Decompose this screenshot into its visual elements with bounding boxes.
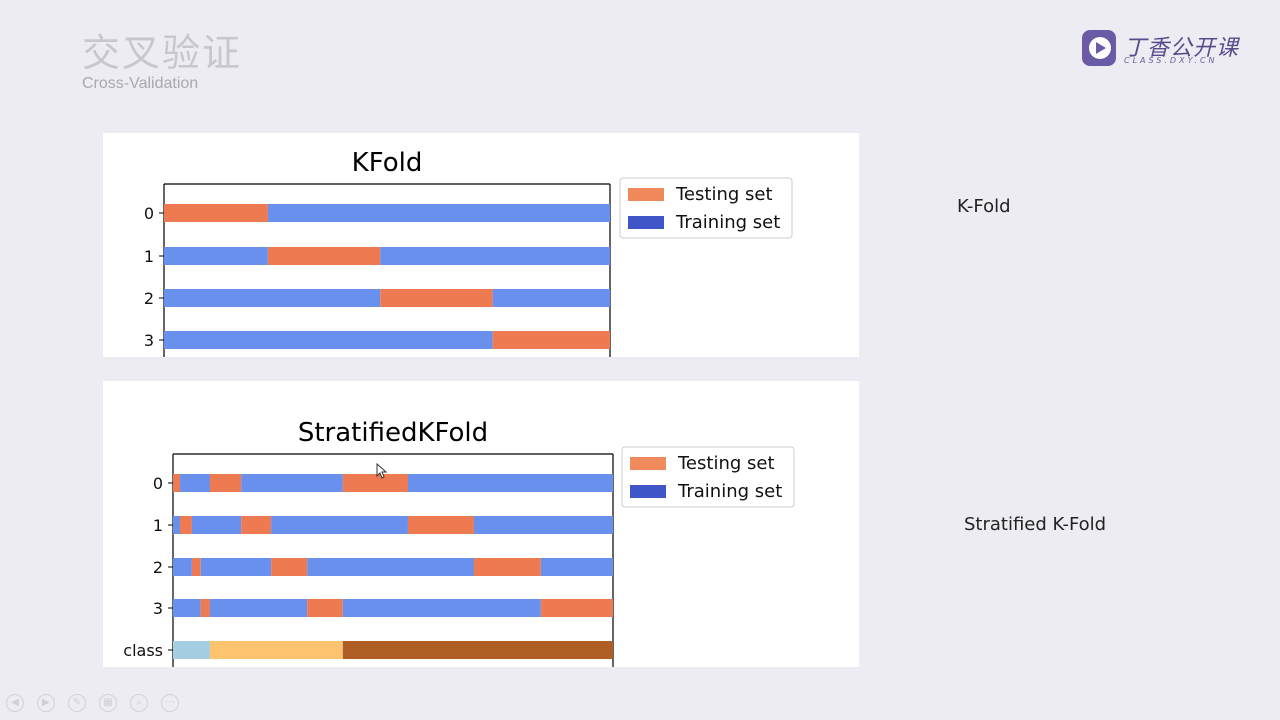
strat-bar-row3-seg3 xyxy=(307,599,343,617)
kfold-bar-row0-seg0 xyxy=(164,204,268,222)
strat-bar-row1-seg3 xyxy=(241,516,272,534)
kfold-bar-row1-seg2 xyxy=(380,247,610,265)
prev-icon[interactable]: ◀ xyxy=(6,694,24,712)
strat-bar-row1-seg6 xyxy=(473,516,613,534)
strat-bar-row1-seg4 xyxy=(271,516,408,534)
strat-bar-row0-seg4 xyxy=(342,474,408,492)
strat-legend-swatch-testing xyxy=(630,457,666,470)
strat-legend-swatch-training xyxy=(630,485,666,498)
brand-logo: 丁香公开课 CLASS.DXY.CN xyxy=(1080,28,1250,72)
strat-bar-rowclass-seg0 xyxy=(173,641,210,659)
stratified-kfold-side-label: Stratified K-Fold xyxy=(964,514,1107,535)
strat-legend-label-testing: Testing set xyxy=(677,453,775,474)
strat-tick-label-class: class xyxy=(123,641,163,660)
logo-url: CLASS.DXY.CN xyxy=(1124,56,1218,65)
strat-bar-row2-seg3 xyxy=(271,558,308,576)
kfold-bar-row1-seg0 xyxy=(164,247,268,265)
strat-bar-row1-seg1 xyxy=(180,516,192,534)
strat-tick-label-2: 2 xyxy=(153,558,163,577)
kfold-bar-row3-seg1 xyxy=(492,331,610,349)
strat-bar-row2-seg6 xyxy=(540,558,613,576)
kfold-bar-row3-seg0 xyxy=(164,331,493,349)
strat-tick-label-3: 3 xyxy=(153,599,163,618)
strat-bar-row3-seg4 xyxy=(342,599,541,617)
strat-bar-row0-seg2 xyxy=(209,474,242,492)
kfold-bar-row2-seg2 xyxy=(492,289,610,307)
strat-tick-label-0: 0 xyxy=(153,474,163,493)
kfold-chart: KFold 0 1 2 3 Testing set Training set xyxy=(144,148,793,357)
stratified-kfold-chart: StratifiedKFold 0 1 2 3 class Testing set Train… xyxy=(123,418,795,667)
slides-icon[interactable]: ▦ xyxy=(99,694,117,712)
kfold-tick-label-0: 0 xyxy=(144,204,154,223)
strat-bar-row2-seg1 xyxy=(191,558,201,576)
strat-bar-row3-seg5 xyxy=(540,599,613,617)
kfold-bar-row2-seg1 xyxy=(380,289,493,307)
strat-title: StratifiedKFold xyxy=(298,418,488,448)
strat-bar-row2-seg4 xyxy=(307,558,474,576)
strat-bar-row0-seg0 xyxy=(173,474,181,492)
kfold-bar-row1-seg1 xyxy=(267,247,381,265)
kfold-legend-swatch-testing xyxy=(628,188,664,201)
kfold-chart-panel: KFold 0 1 2 3 Testing set Training set xyxy=(103,133,859,357)
strat-bar-rowclass-seg2 xyxy=(342,641,613,659)
kfold-legend-swatch-training xyxy=(628,216,664,229)
kfold-tick-label-1: 1 xyxy=(144,247,154,266)
kfold-legend-label-training: Training set xyxy=(675,212,780,233)
strat-bar-row3-seg2 xyxy=(209,599,308,617)
strat-bar-row0-seg1 xyxy=(180,474,210,492)
kfold-bar-row0-seg1 xyxy=(267,204,610,222)
kfold-title: KFold xyxy=(352,148,423,178)
strat-bar-rowclass-seg1 xyxy=(209,641,343,659)
more-icon[interactable]: ⋯ xyxy=(161,694,179,712)
strat-bar-row2-seg2 xyxy=(200,558,272,576)
kfold-legend-label-testing: Testing set xyxy=(675,184,773,205)
stratified-kfold-chart-panel: StratifiedKFold 0 1 2 3 class Testing set Train… xyxy=(103,381,859,667)
strat-legend-label-training: Training set xyxy=(677,481,782,502)
logo-name: 丁香公开课 xyxy=(1124,36,1240,61)
page-title: 交叉验证 xyxy=(82,31,243,75)
kfold-tick-label-2: 2 xyxy=(144,289,154,308)
next-icon[interactable]: ▶ xyxy=(37,694,55,712)
strat-bar-row2-seg5 xyxy=(473,558,541,576)
page-subtitle: Cross-Validation xyxy=(82,75,199,92)
strat-bar-row2-seg0 xyxy=(173,558,192,576)
kfold-side-label: K-Fold xyxy=(957,196,1011,217)
strat-bar-row1-seg0 xyxy=(173,516,181,534)
zoom-icon[interactable]: ⌕ xyxy=(130,694,148,712)
kfold-bar-row2-seg0 xyxy=(164,289,381,307)
pen-icon[interactable]: ✎ xyxy=(68,694,86,712)
mouse-cursor-icon xyxy=(376,463,388,479)
strat-bar-row3-seg0 xyxy=(173,599,201,617)
logo-mark-icon xyxy=(1082,30,1116,66)
strat-bar-row0-seg3 xyxy=(241,474,343,492)
strat-bar-row1-seg5 xyxy=(407,516,474,534)
strat-bar-row3-seg1 xyxy=(200,599,210,617)
strat-bar-row0-seg5 xyxy=(407,474,613,492)
kfold-tick-label-3: 3 xyxy=(144,331,154,350)
strat-bar-row1-seg2 xyxy=(191,516,242,534)
strat-tick-label-1: 1 xyxy=(153,516,163,535)
